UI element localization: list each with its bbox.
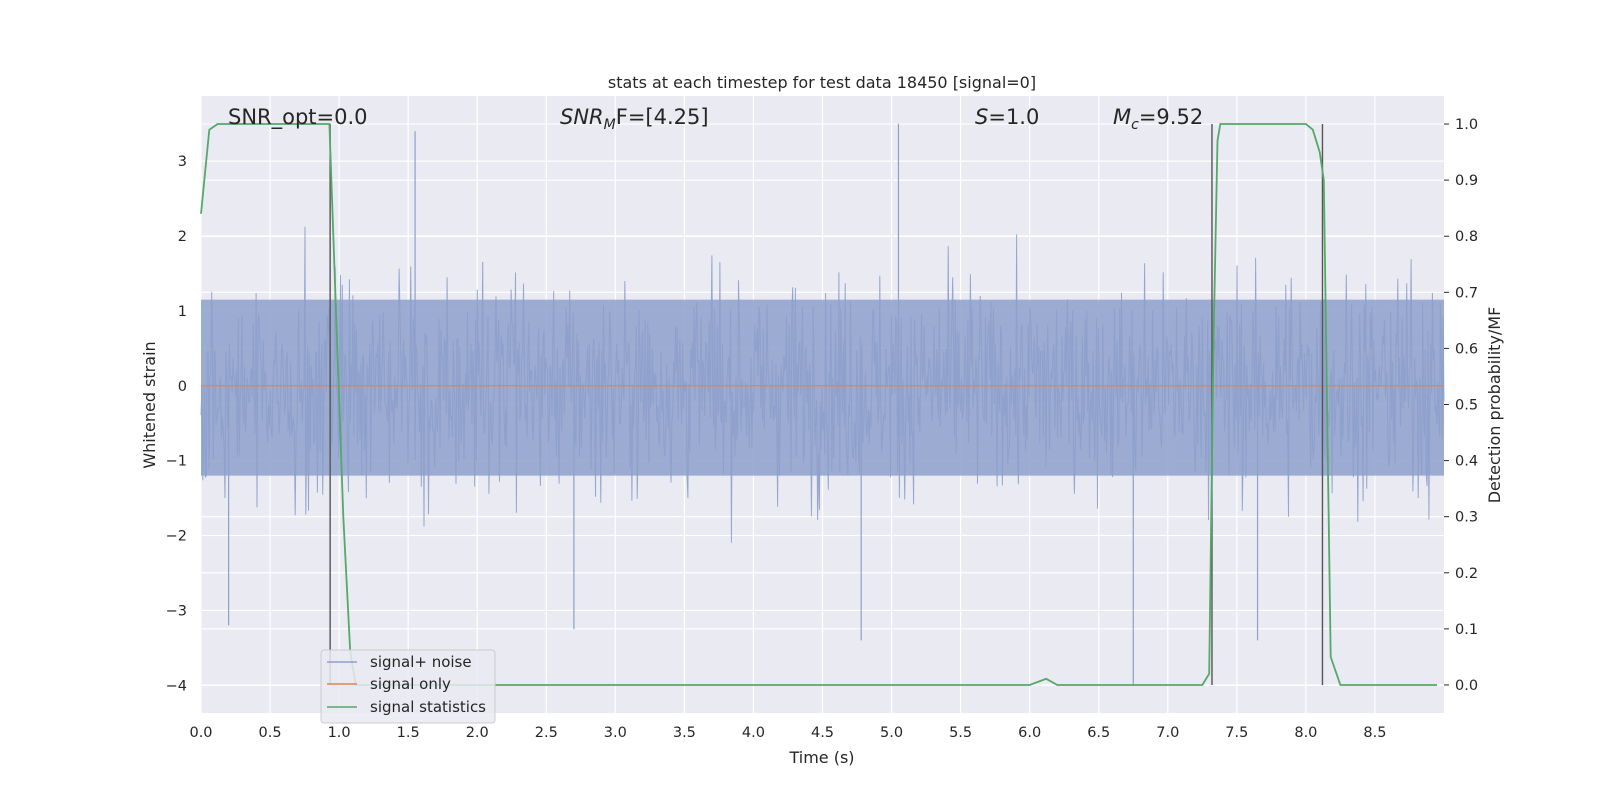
y-left-tick-label-7: −4 (166, 678, 187, 694)
x-tick-label-13: 6.5 (1087, 725, 1110, 741)
annotation-mc-sub: c (1131, 117, 1139, 133)
annotation-mc-base: M (1113, 105, 1131, 129)
y-right-tick-label-9: 0.1 (1455, 622, 1478, 638)
annotation-mc-value: =9.52 (1139, 105, 1203, 129)
y-left-tick-label-6: −3 (166, 603, 187, 619)
legend-label-signal-plus-noise: signal+ noise (370, 653, 472, 671)
legend-label-signal-statistics: signal statistics (370, 698, 486, 716)
y-left-tick-label-2: 1 (178, 304, 187, 320)
y-left-tick-label-3: 0 (178, 379, 187, 395)
y-left-tick-label-4: −1 (166, 454, 187, 470)
x-tick-label-15: 7.5 (1225, 725, 1248, 741)
y-right-tick-label-7: 0.3 (1455, 510, 1478, 526)
x-tick-label-17: 8.5 (1363, 725, 1386, 741)
legend-box (320, 649, 496, 724)
x-tick-label-11: 5.5 (949, 725, 972, 741)
legend-label-signal-only: signal only (370, 675, 451, 693)
annotation-s-symbol: S (975, 105, 988, 129)
signal-statistics-line (200, 123, 1438, 686)
x-tick-labels: 0.0 0.5 1.0 1.5 2.0 2.5 3.0 3.5 4.0 4.5 5.0 5.5 6.0 6… (189, 725, 1386, 741)
x-tick-label-10: 5.0 (880, 725, 903, 741)
y-right-tick-label-6: 0.4 (1455, 454, 1478, 470)
x-tick-label-16: 8.0 (1294, 725, 1317, 741)
x-tick-label-12: 6.0 (1018, 725, 1041, 741)
annotations: SNR_opt=0.0 SNRMF=[4.25] S=1.0 Mc=9.52 (228, 105, 1203, 133)
annotation-s-value: =1.0 (988, 105, 1039, 129)
x-tick-label-2: 1.0 (328, 725, 351, 741)
y-left-tick-label-1: 2 (178, 229, 187, 245)
x-tick-label-7: 3.5 (673, 725, 696, 741)
legend: signal+ noise signal only signal statist… (320, 649, 496, 724)
y-right-tick-label-5: 0.5 (1455, 398, 1478, 414)
x-tick-label-1: 0.5 (259, 725, 282, 741)
x-tick-label-0: 0.0 (189, 725, 212, 741)
signal-statistics-series (200, 123, 1438, 686)
x-tick-label-6: 3.0 (604, 725, 627, 741)
x-tick-label-5: 2.5 (535, 725, 558, 741)
y-right-tick-label-2: 0.8 (1455, 229, 1478, 245)
noise-series-signal-plus-noise (200, 123, 1445, 686)
x-axis-label: Time (s) (788, 748, 854, 767)
x-tick-label-14: 7.0 (1156, 725, 1179, 741)
annotation-s: S=1.0 (975, 105, 1039, 129)
x-tick-label-8: 4.0 (742, 725, 765, 741)
y-right-axis-label: Detection probability/MF (1485, 307, 1504, 504)
y-right-tick-label-8: 0.2 (1455, 566, 1478, 582)
y-left-tick-label-5: −2 (166, 529, 187, 545)
annotation-snr-mf-sub: M (604, 117, 616, 133)
y-right-tick-label-1: 0.9 (1455, 173, 1478, 189)
annotation-mc: Mc=9.52 (1113, 105, 1203, 133)
y-left-tick-label-0: 3 (178, 154, 187, 170)
y-right-tick-labels: 1.0 0.9 0.8 0.7 0.6 0.5 0.4 0.3 0.2 0.1 0.0 (1444, 117, 1478, 694)
annotation-snr-mf-base: SNR (560, 105, 604, 129)
x-tick-label-9: 4.5 (811, 725, 834, 741)
annotation-snr-mf: SNRMF=[4.25] (560, 105, 709, 133)
annotation-snr-mf-rest: F=[4.25] (616, 105, 709, 129)
y-right-tick-label-10: 0.0 (1455, 678, 1478, 694)
y-right-tick-label-0: 1.0 (1455, 117, 1478, 133)
annotation-snr-opt: SNR_opt=0.0 (228, 105, 368, 130)
y-left-tick-labels: 3 2 1 0 −1 −2 −3 −4 (166, 154, 187, 694)
noise-trace (200, 226, 1445, 543)
chart-title: stats at each timestep for test data 184… (608, 73, 1036, 92)
x-tick-label-3: 1.5 (397, 725, 420, 741)
y-right-tick-label-3: 0.7 (1455, 285, 1478, 301)
y-left-axis-label: Whitened strain (140, 341, 159, 468)
y-right-tick-label-4: 0.6 (1455, 341, 1478, 357)
x-tick-label-4: 2.0 (466, 725, 489, 741)
